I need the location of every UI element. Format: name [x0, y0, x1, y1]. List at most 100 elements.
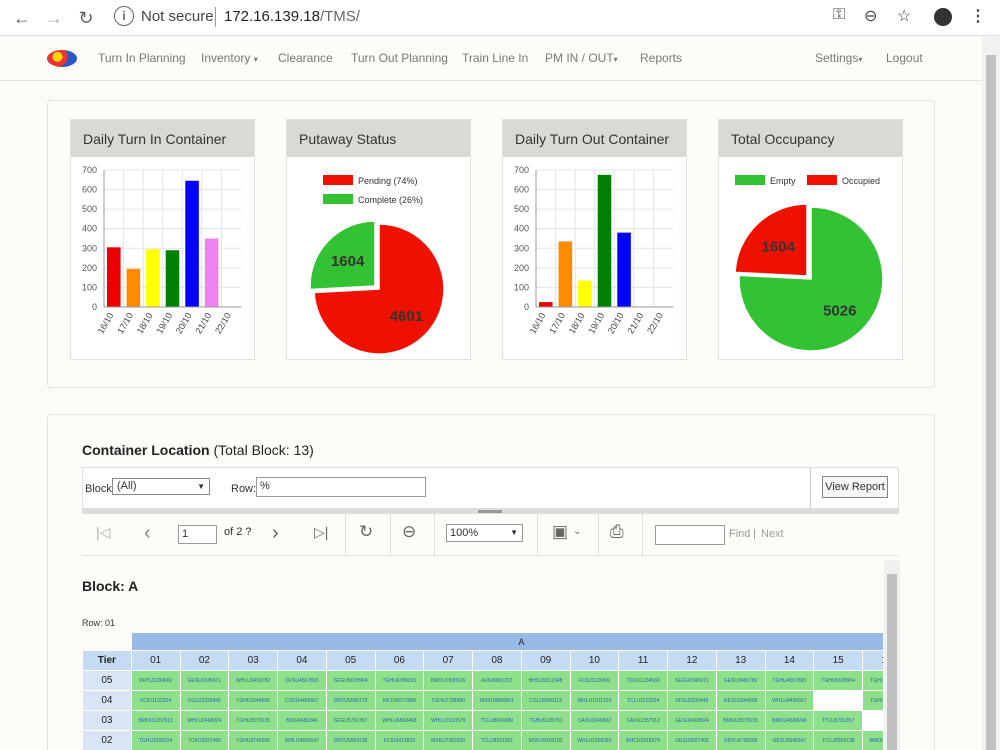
slot-cell[interactable]: DRYU5564738	[325, 730, 376, 750]
slot-cell[interactable]: WHLU3456782	[228, 670, 278, 691]
slot-cell[interactable]: CAXU1357913	[618, 710, 668, 731]
find-input[interactable]	[655, 525, 725, 545]
nav-clearance[interactable]: Clearance	[278, 51, 333, 65]
key-icon[interactable]: ⚿	[833, 6, 846, 23]
slot-cell[interactable]: MSKU8899001	[472, 690, 522, 711]
slot-cell[interactable]: CGLU9900112	[520, 690, 571, 711]
slot-cell[interactable]: FCIU6473829	[374, 730, 425, 750]
slot-cell[interactable]: WHLU4455667	[764, 690, 815, 711]
refresh-icon[interactable]: ↻	[359, 522, 374, 541]
profile-avatar[interactable]	[934, 8, 952, 26]
address-bar[interactable]: 172.16.139.18/TMS/	[224, 8, 360, 25]
slot-cell[interactable]: WHLU1011223	[569, 690, 620, 711]
slot-cell[interactable]: DRYU1234560	[130, 670, 181, 691]
slot-cell[interactable]	[862, 710, 883, 731]
slot-cell[interactable]: SEGU2345671	[667, 670, 717, 691]
back-arrow-icon[interactable]: ←	[13, 7, 31, 28]
slot-cell[interactable]: BSIU4680246	[277, 710, 327, 731]
slot-cell[interactable]: BMOU7463829	[862, 730, 883, 750]
slot-cell[interactable]: GESU3456782	[715, 670, 766, 691]
last-page-icon[interactable]: ▷|	[314, 524, 329, 540]
slot-cell[interactable]: TGHU1928374	[130, 730, 181, 750]
first-page-icon[interactable]: |◁	[96, 524, 111, 540]
slot-cell[interactable]: WHLU4655647	[277, 730, 327, 750]
view-report-button[interactable]: View Report	[822, 476, 888, 498]
slot-cell[interactable]: BMOU4680246	[764, 710, 815, 731]
scroll-thumb[interactable]	[887, 574, 897, 750]
slot-cell[interactable]: BMOU7890126	[423, 670, 473, 691]
slot-cell[interactable]: TGHU3579135	[228, 710, 278, 731]
slot-cell[interactable]: DRYU4736556	[715, 730, 766, 750]
slot-cell[interactable]: DRYU5566778	[325, 690, 376, 711]
slot-cell[interactable]: GESU2345671	[179, 670, 230, 691]
page-number-input[interactable]: 1	[178, 525, 217, 544]
slot-cell[interactable]: GESU3827465	[667, 730, 717, 750]
slot-cell[interactable]: MSKU9100192	[520, 730, 571, 750]
slot-cell[interactable]: TGHU7788990	[423, 690, 473, 711]
find-button[interactable]: Find	[729, 528, 751, 540]
slot-cell[interactable]: TGHU9135791	[520, 710, 571, 731]
next-page-icon[interactable]: ›	[272, 522, 279, 544]
slot-cell[interactable]: GESU5645647	[764, 730, 815, 750]
splitter-handle[interactable]	[82, 509, 899, 514]
info-icon[interactable]: i	[114, 6, 134, 26]
save-icon[interactable]: ▣	[552, 522, 569, 541]
slot-cell[interactable]: TCLU6554738	[813, 730, 863, 750]
slot-cell[interactable]: CGLU2233445	[179, 690, 230, 711]
slot-cell[interactable]: MSKU7382910	[423, 730, 473, 750]
previous-page-icon[interactable]: ‹	[144, 522, 151, 544]
slot-cell[interactable]: TGHU3746556	[228, 730, 278, 750]
slot-cell[interactable]	[813, 690, 863, 711]
slot-cell[interactable]: TCKU1234560	[618, 670, 668, 691]
block-select[interactable]: (All) ▼	[112, 478, 210, 495]
slot-cell[interactable]: WHLU6802468	[374, 710, 425, 731]
slot-cell[interactable]: TGHU6789015	[862, 670, 883, 691]
menu-dots-icon[interactable]: ⋮	[970, 8, 986, 25]
chevron-down-icon[interactable]: ⌄	[573, 526, 582, 537]
slot-cell[interactable]: BMOU1357913	[130, 710, 181, 731]
slot-cell[interactable]: KKTU6677889	[374, 690, 425, 711]
slot-cell[interactable]: WHLU1009283	[569, 730, 620, 750]
nav-turn-out-planning[interactable]: Turn Out Planning	[351, 51, 448, 65]
slot-cell[interactable]: AXIU8901237	[472, 670, 522, 691]
find-next-button[interactable]: Next	[761, 528, 784, 540]
reload-icon[interactable]: ↻	[78, 7, 94, 28]
slot-cell[interactable]: GESU2468024	[667, 710, 717, 731]
nav-train-line-in[interactable]: Train Line In	[462, 51, 529, 65]
slot-cell[interactable]: DFSU2233445	[667, 690, 717, 711]
slot-cell[interactable]: TGHU6677889	[862, 690, 883, 711]
slot-cell[interactable]: BHCU9012348	[520, 670, 571, 691]
report-scrollbar[interactable]	[884, 560, 900, 750]
slot-cell[interactable]: TCLU8024680	[472, 710, 522, 731]
slot-cell[interactable]: TGHU3344556	[228, 690, 278, 711]
forward-arrow-icon[interactable]: →	[45, 7, 63, 28]
slot-cell[interactable]: BMOU3579135	[715, 710, 766, 731]
nav-pm-in-out[interactable]: PM IN / OUT▾	[545, 51, 618, 65]
app-logo[interactable]	[47, 50, 77, 67]
bookmark-star-icon[interactable]: ☆	[897, 8, 912, 25]
slot-cell[interactable]: TCKU2837465	[179, 730, 230, 750]
nav-reports[interactable]: Reports	[640, 51, 683, 65]
row-input[interactable]: %	[256, 477, 426, 497]
print-icon[interactable]: ⎙	[610, 522, 624, 541]
slot-cell[interactable]: DFSU4567893	[277, 670, 327, 691]
slot-cell[interactable]: TGHU5678904	[813, 670, 863, 691]
nav-settings[interactable]: Settings▾	[815, 51, 862, 65]
slot-cell[interactable]: GESU3344556	[715, 690, 766, 711]
slot-cell[interactable]: TCLU1122334	[618, 690, 668, 711]
slot-cell[interactable]: CXDU4455667	[277, 690, 327, 711]
slot-cell[interactable]: SEGU5791357	[325, 710, 376, 731]
slot-cell[interactable]: TCLU8291001	[472, 730, 522, 750]
slot-cell[interactable]: TGHU4567893	[764, 670, 815, 691]
slot-cell[interactable]: WHLU2468024	[179, 710, 230, 731]
nav-inventory[interactable]: Inventory ▾	[201, 51, 258, 65]
slot-cell[interactable]: CAXU0246802	[569, 710, 620, 731]
slot-cell[interactable]: WHLU7913579	[423, 710, 473, 731]
nav-turn-in-planning[interactable]: Turn In Planning	[98, 51, 186, 65]
slot-cell[interactable]: FCIU0123459	[569, 670, 620, 691]
page-scrollbar[interactable]	[982, 37, 1000, 750]
scroll-thumb[interactable]	[986, 55, 996, 750]
zoom-icon[interactable]: ⊖	[864, 8, 878, 25]
slot-cell[interactable]: TGHU6789015	[374, 670, 425, 691]
slot-cell[interactable]: SEGU5678904	[325, 670, 376, 691]
